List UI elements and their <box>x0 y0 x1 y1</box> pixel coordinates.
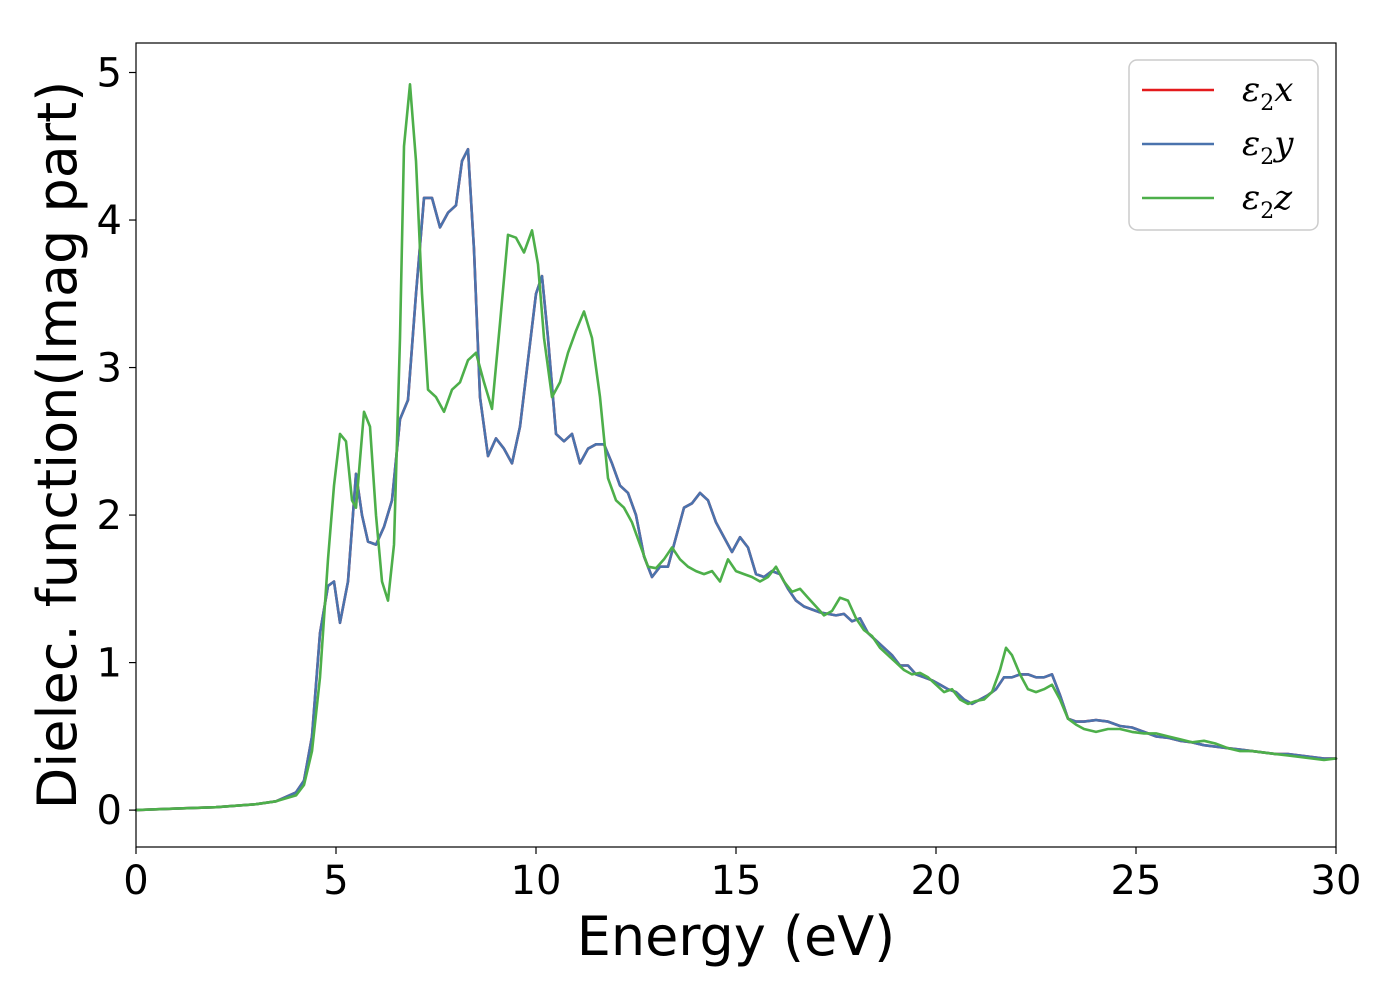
x-tick-label: 5 <box>323 858 348 904</box>
legend-label-z: ε2z <box>1242 178 1293 224</box>
legend-label-y: ε2y <box>1242 124 1294 170</box>
x-tick-label: 10 <box>511 858 562 904</box>
plot-lines <box>134 83 1338 812</box>
series-line-y <box>134 147 1338 812</box>
y-tick-label: 4 <box>97 198 122 244</box>
x-tick-label: 15 <box>711 858 762 904</box>
legend-frame <box>1128 59 1319 231</box>
y-axis: 0 1 2 3 4 5 <box>97 51 136 834</box>
x-tick-label: 25 <box>1111 858 1162 904</box>
legend: ε2x ε2y ε2z <box>1128 59 1319 231</box>
x-tick-label: 30 <box>1311 858 1362 904</box>
x-axis-title: Energy (eV) <box>577 905 896 968</box>
y-axis-title: Dielec. function(Imag part) <box>26 81 89 810</box>
y-tick-label: 5 <box>97 51 122 97</box>
series-line-z <box>134 83 1338 812</box>
y-tick-label: 2 <box>97 493 122 539</box>
x-tick-label: 0 <box>123 858 148 904</box>
y-tick-label: 1 <box>97 641 122 687</box>
y-tick-label: 3 <box>97 346 122 392</box>
x-tick-label: 20 <box>911 858 962 904</box>
legend-label-x: ε2x <box>1242 70 1293 116</box>
y-tick-label: 0 <box>97 788 122 834</box>
x-axis: 0 5 10 15 20 25 30 <box>123 847 1361 904</box>
